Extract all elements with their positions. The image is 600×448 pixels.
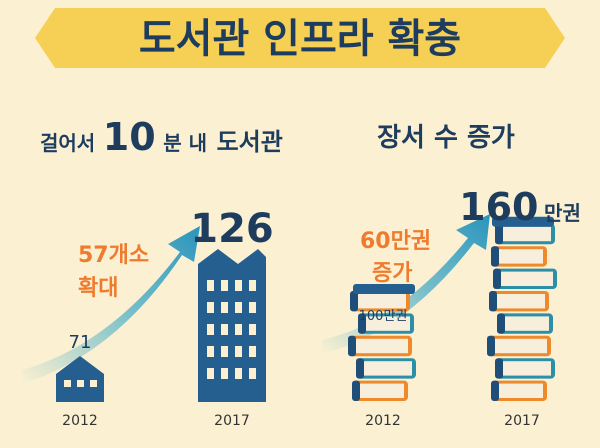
annotation-right-line2: 증가 [372,261,412,286]
bar-2017-book-stack [487,216,557,401]
book-0-0 [352,380,408,401]
book-0-1 [356,358,416,379]
book-top-0 [353,284,415,294]
tick-label-2012-right: 2012 [365,413,401,429]
chart-left-title: 걸어서 10 분 내 도서관 [40,115,283,159]
tick-label-2017-left: 2017 [214,413,250,429]
growth-arrow-right [322,214,490,354]
bar-2012-house [56,356,104,402]
value-label-2012-right: 100만권 [359,309,408,324]
book-0-3 [358,313,414,334]
annotation-left-line2: 확대 [78,276,118,301]
tick-label-2012-left: 2012 [62,413,98,429]
book-1-2 [487,335,551,357]
bar-2017-building [198,249,266,402]
value-label-2017-right: 160 만권 [459,185,581,229]
tick-label-2017-right: 2017 [504,413,540,429]
book-0-4 [350,291,410,312]
annotation-right-line1: 60만권 [360,229,431,254]
value-label-2017-left: 126 [190,206,274,252]
book-1-0 [491,380,547,401]
chart-right-title: 장서 수 증가 [377,123,515,153]
value-label-2012-left: 71 [69,332,92,353]
book-top-1 [492,216,554,227]
book-1-3 [497,313,553,334]
banner-title: 도서관 인프라 확충 [139,16,461,62]
book-1-6 [491,246,547,267]
book-1-1 [495,358,555,379]
chart-right: 장서 수 증가 60만권 증가 100만권 160 만권 2012 2017 [322,123,581,429]
book-1-4 [489,291,549,312]
book-1-5 [493,268,557,289]
bar-2012-book-stack [348,284,416,401]
book-1-7 [495,223,555,245]
book-0-2 [348,335,412,357]
chart-left: 걸어서 10 분 내 도서관 57개소 확대 71 [22,115,283,429]
growth-arrow-left [22,226,200,384]
annotation-left-line1: 57개소 [78,243,149,268]
title-banner [35,8,565,68]
